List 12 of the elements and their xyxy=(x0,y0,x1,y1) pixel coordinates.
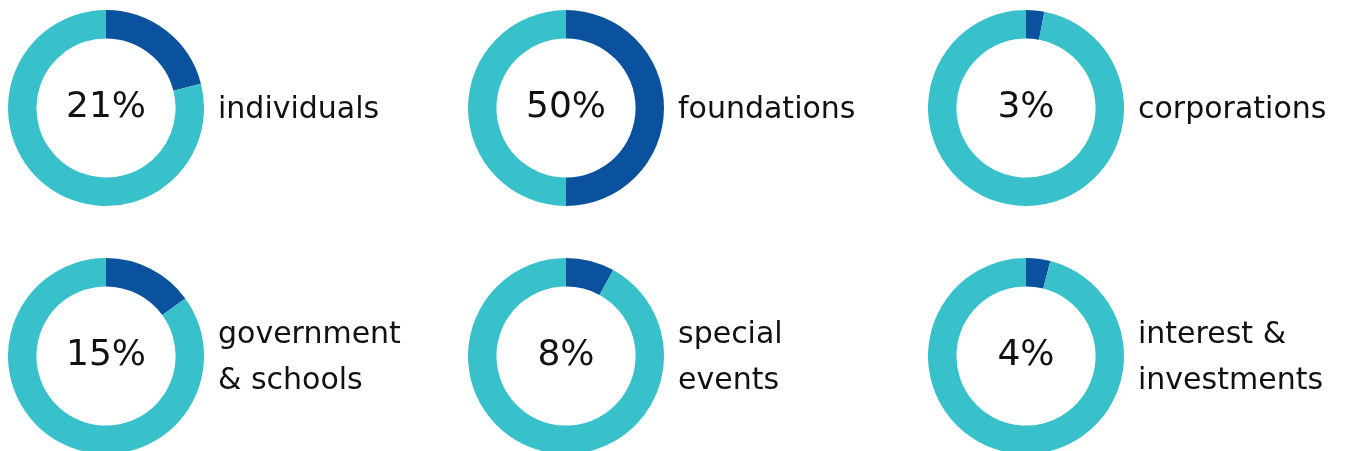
text: corporations xyxy=(1138,88,1328,127)
data-label: 4% xyxy=(997,332,1055,374)
data-label: 21% xyxy=(65,84,147,126)
text: government & schools xyxy=(218,313,402,398)
data-label: 15% xyxy=(65,332,147,374)
text: special events xyxy=(678,313,784,398)
data-label: 8% xyxy=(537,332,595,374)
data-label: 50% xyxy=(525,84,607,126)
data-label: 3% xyxy=(997,84,1055,126)
text: interest & investments xyxy=(1138,313,1325,398)
text: foundations xyxy=(678,88,857,127)
text: individuals xyxy=(218,88,381,127)
